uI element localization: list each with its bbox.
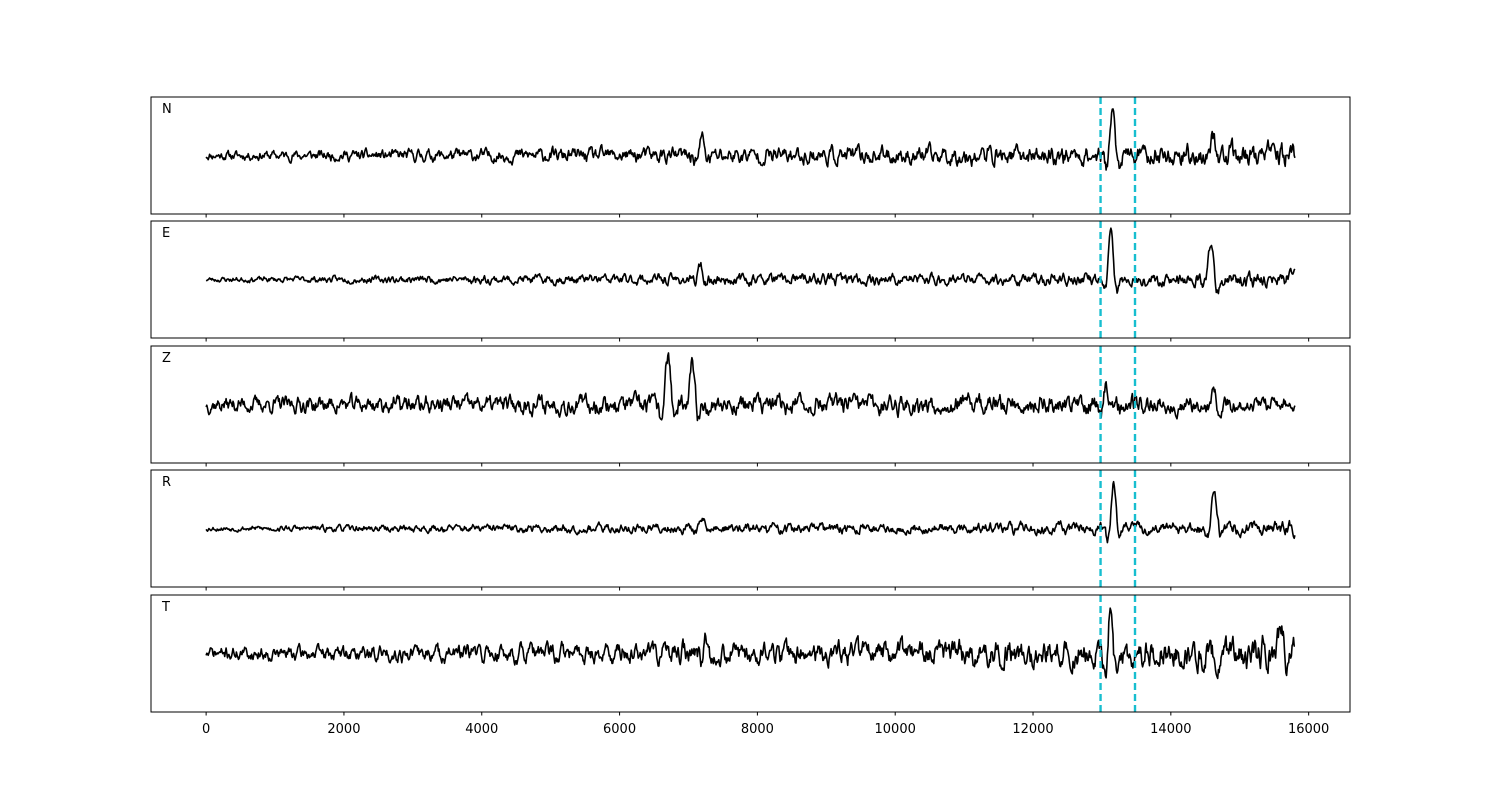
x-tick-label: 10000 <box>875 722 916 737</box>
channel-label: N <box>162 102 172 117</box>
panel-frame <box>150 220 1351 339</box>
x-axis: 0 2000 4000 6000 8000 10000 12000 14000 16000 <box>202 722 1329 737</box>
waveform-n <box>205 108 1296 171</box>
panel-frame <box>150 469 1351 588</box>
x-tick-label: 0 <box>202 722 210 737</box>
panel-z: Z <box>150 345 1351 467</box>
x-tick-label: 2000 <box>327 722 360 737</box>
channel-label: Z <box>162 351 171 366</box>
x-tick-label: 12000 <box>1012 722 1053 737</box>
x-tick-label: 6000 <box>603 722 636 737</box>
panel-r: R <box>150 469 1351 591</box>
x-tick-label: 14000 <box>1150 722 1191 737</box>
channel-label: E <box>162 226 170 241</box>
panel-frame <box>150 96 1351 215</box>
x-tick-label: 4000 <box>465 722 498 737</box>
waveform-t <box>205 607 1296 680</box>
channel-label: T <box>161 600 170 615</box>
waveform-e <box>205 227 1296 295</box>
panel-frame <box>150 594 1351 713</box>
panel-n: N <box>150 96 1351 218</box>
panel-t: T <box>150 594 1351 716</box>
waveform-r <box>205 480 1296 544</box>
panel-frame <box>150 345 1351 464</box>
panels: N E Z R T <box>150 96 1351 716</box>
channel-label: R <box>162 475 171 490</box>
x-tick-label: 8000 <box>741 722 774 737</box>
x-tick-label: 16000 <box>1288 722 1329 737</box>
panel-e: E <box>150 220 1351 342</box>
waveform-z <box>205 352 1296 422</box>
